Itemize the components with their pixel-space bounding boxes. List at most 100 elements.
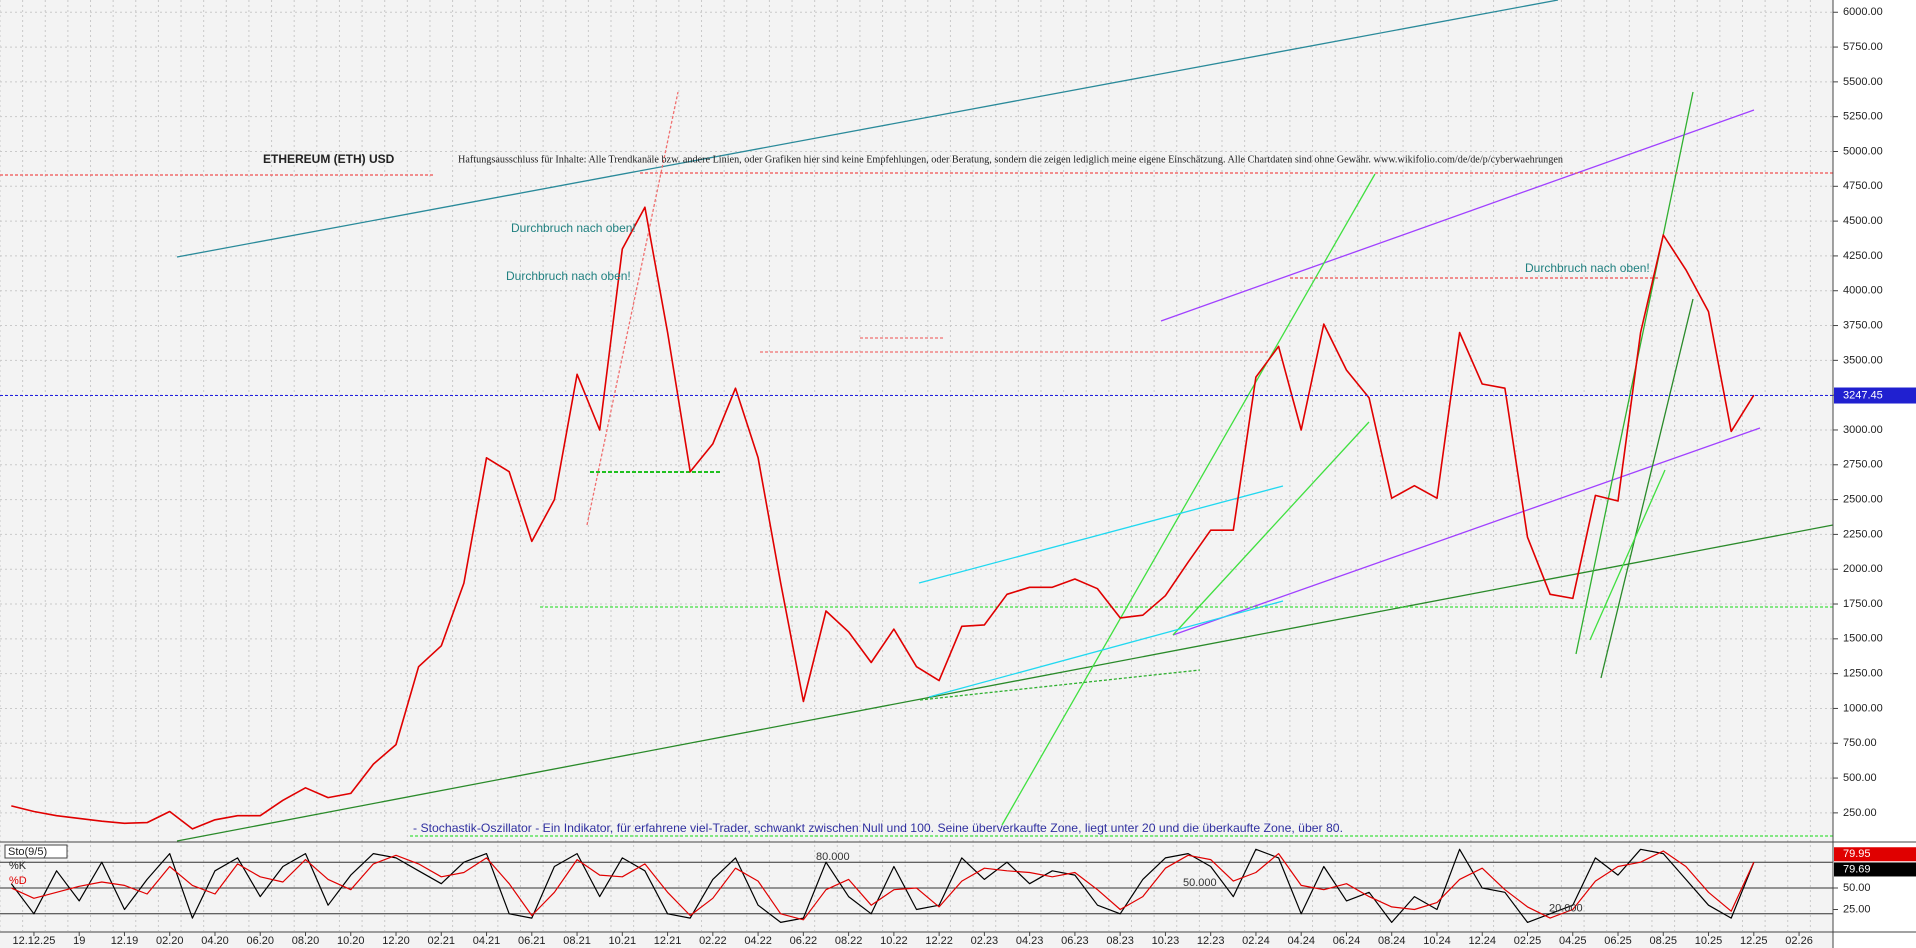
labels: 12.12.25 19 12.19 02.20 04.20 06.20 08.20 10.20… [13,6,1916,947]
y-tick-label: 4500.00 [1843,215,1883,227]
level-label: 20.000 [1549,903,1583,915]
x-tick-label: 02.26 [1785,935,1813,947]
indicator-box [4,844,68,859]
x-tick-label: 12.22 [925,935,953,947]
x-tick-label: 10.22 [880,935,908,947]
series-line [11,850,1755,921]
y-tick-label: 3750.00 [1843,319,1883,331]
x-tick-label: 04.21 [473,935,501,947]
chart-title: ETHEREUM (ETH) USD [263,152,395,166]
trend-lines [0,0,1834,842]
current-price-label: 3247.45 [1843,389,1883,401]
trend-line [928,600,1284,698]
x-tick-label: 19 [73,935,85,947]
trend-line [1160,109,1755,322]
y-tick-label: 750.00 [1843,737,1877,749]
x-tick-label: 04.25 [1559,935,1587,947]
grid [0,0,1834,931]
annotation: Durchbruch nach oben! [511,221,636,235]
x-tick-label: 12.21 [654,935,682,947]
trend-line [1589,469,1666,641]
x-tick-label: 12.24 [1468,935,1496,947]
last-value-label: 79.95 [1843,848,1871,860]
x-tick-label: 06.24 [1333,935,1361,947]
series-line [10,848,1755,923]
x-tick-label: 10.23 [1152,935,1180,947]
level-label: 50.000 [1183,877,1217,889]
trend-line [1001,173,1376,826]
annotation: Durchbruch nach oben! [506,269,631,283]
y-tick-label: 4750.00 [1843,180,1883,192]
x-tick-label: 06.22 [790,935,818,947]
y-tick-label: 1750.00 [1843,598,1883,610]
trend-line [176,0,1559,258]
plot-background [0,0,1833,948]
indicator-title: Sto(9/5) [8,846,47,858]
y-tick-label: 5000.00 [1843,145,1883,157]
x-tick-label: 12.19 [111,935,139,947]
x-tick-label: 04.22 [744,935,772,947]
x-tick-label: 10.24 [1423,935,1451,947]
trend-line [1600,298,1694,679]
x-tick-label: 02.21 [428,935,456,947]
y-tick-label: 500.00 [1843,772,1877,784]
x-tick-label: 08.20 [292,935,320,947]
x-tick-label: 04.20 [201,935,229,947]
last-value-box [1834,862,1916,877]
marks [0,206,1833,923]
legend-entry: %K [9,860,27,872]
x-tick-label: 06.21 [518,935,546,947]
y-tick-label: 3500.00 [1843,354,1883,366]
x-tick-label: 08.22 [835,935,863,947]
current-price-box [1834,387,1916,404]
y-tick-label: 1500.00 [1843,633,1883,645]
x-tick-label: 12.12.25 [13,935,56,947]
y-tick-label: 2250.00 [1843,528,1883,540]
x-tick-label: 06.25 [1604,935,1632,947]
annotation: Durchbruch nach oben! [1525,261,1650,275]
y-tick-label: 50.00 [1843,882,1871,894]
trend-line [918,485,1284,584]
trend-line [176,524,1834,842]
last-value-box [1834,847,1916,862]
series-line [11,206,1755,830]
x-tick-label: 12.25 [1740,935,1768,947]
y-tick-label: 5250.00 [1843,111,1883,123]
y-tick-label: 2000.00 [1843,563,1883,575]
indicator-note: - Stochastik-Oszillator - Ein Indikator,… [413,821,1343,835]
trend-line [919,669,1201,701]
x-tick-label: 10.25 [1695,935,1723,947]
y-tick-label: 4000.00 [1843,285,1883,297]
x-tick-label: 04.23 [1016,935,1044,947]
y-tick-label: 5750.00 [1843,41,1883,53]
x-tick-label: 06.23 [1061,935,1089,947]
x-tick-label: 02.23 [971,935,999,947]
trend-line [1172,427,1761,636]
y-tick-label: 2500.00 [1843,493,1883,505]
y-tick-label: 4250.00 [1843,250,1883,262]
legend-entry: %D [9,875,27,887]
x-tick-label: 08.24 [1378,935,1406,947]
x-tick-label: 12.23 [1197,935,1225,947]
y-tick-label: 25.00 [1843,903,1871,915]
y-tick-label: 6000.00 [1843,6,1883,18]
x-tick-label: 12.20 [382,935,410,947]
disclaimer: Haftungsausschluss für Inhalte: Alle Tre… [458,154,1563,165]
trend-line [586,91,679,526]
x-tick-label: 02.24 [1242,935,1270,947]
axis-background [1833,0,1916,948]
y-tick-label: 2750.00 [1843,459,1883,471]
x-tick-label: 02.25 [1514,935,1542,947]
x-tick-label: 04.24 [1287,935,1315,947]
x-tick-label: 08.25 [1650,935,1678,947]
level-label: 80.000 [816,851,850,863]
x-tick-label: 02.22 [699,935,727,947]
y-tick-label: 1000.00 [1843,702,1883,714]
x-tick-label: 06.20 [246,935,274,947]
x-tick-label: 08.23 [1106,935,1134,947]
x-tick-label: 08.21 [563,935,591,947]
x-tick-label: 10.21 [609,935,637,947]
y-tick-label: 250.00 [1843,807,1877,819]
